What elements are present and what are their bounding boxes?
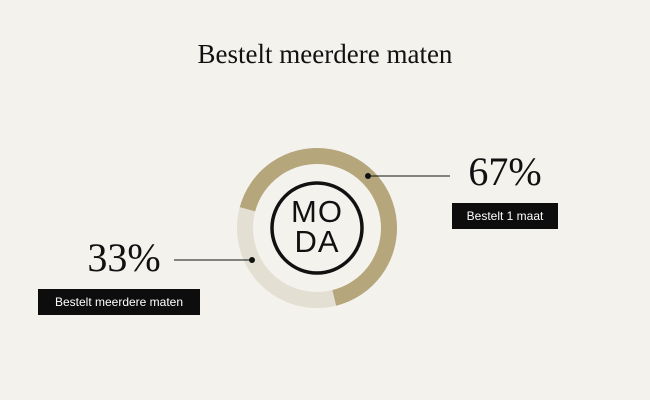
leader-dot — [249, 257, 255, 263]
chart-title: Bestelt meerdere maten — [198, 39, 453, 69]
logo-text: DA — [294, 224, 339, 259]
donut-segment — [237, 207, 337, 308]
label-box — [452, 203, 558, 229]
logo-ring — [270, 181, 364, 275]
label-box — [38, 289, 200, 315]
category-label: Bestelt 1 maat — [467, 209, 544, 223]
value-label: 67% — [468, 149, 541, 194]
leader-dot — [365, 173, 371, 179]
value-label: 33% — [87, 235, 160, 280]
logo-text: MO — [291, 194, 343, 229]
category-label: Bestelt meerdere maten — [55, 295, 183, 309]
